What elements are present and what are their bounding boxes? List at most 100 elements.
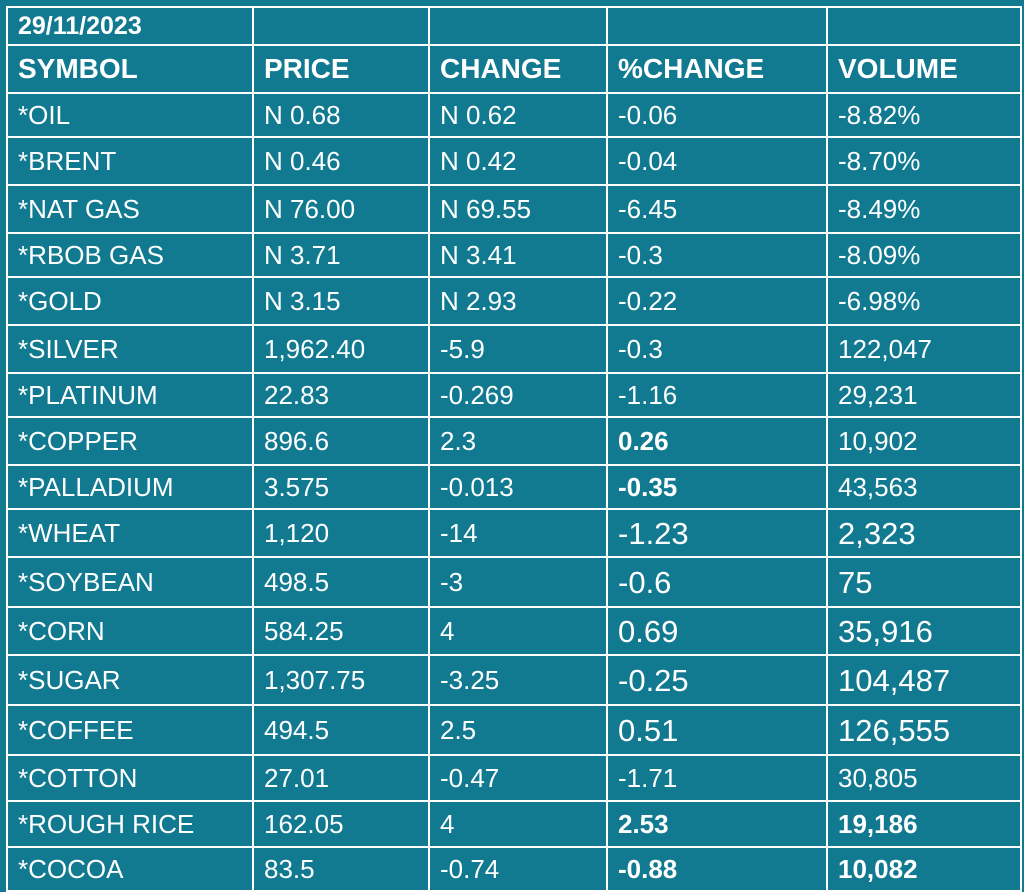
table-row: *SOYBEAN 498.5 -3 -0.6 75 xyxy=(6,556,1022,608)
volume-cell: 2,323 xyxy=(826,508,1022,558)
table-row: *GOLD N 3.15 N 2.93 -0.22 -6.98% xyxy=(6,276,1022,326)
symbol-cell: *PLATINUM xyxy=(6,372,254,418)
volume-cell: 30,805 xyxy=(826,754,1022,802)
table-row: *PLATINUM 22.83 -0.269 -1.16 29,231 xyxy=(6,372,1022,418)
price-cell: 83.5 xyxy=(252,846,430,892)
pct-change-cell: -1.71 xyxy=(606,754,828,802)
price-cell: 584.25 xyxy=(252,606,430,656)
symbol-cell: *SILVER xyxy=(6,324,254,374)
price-cell: 896.6 xyxy=(252,416,430,466)
volume-cell: 19,186 xyxy=(826,800,1022,848)
symbol-cell: *RBOB GAS xyxy=(6,232,254,278)
change-cell: -3.25 xyxy=(428,654,608,706)
symbol-cell: *COTTON xyxy=(6,754,254,802)
price-cell: N 0.68 xyxy=(252,92,430,138)
price-cell: 1,307.75 xyxy=(252,654,430,706)
change-cell: 2.3 xyxy=(428,416,608,466)
volume-cell: 35,916 xyxy=(826,606,1022,656)
symbol-cell: *COCOA xyxy=(6,846,254,892)
commodities-table: 29/11/2023 SYMBOL PRICE CHANGE %CHANGE V… xyxy=(6,6,1022,892)
volume-cell: 104,487 xyxy=(826,654,1022,706)
pct-change-cell: -1.23 xyxy=(606,508,828,558)
date-label: 29/11/2023 xyxy=(6,6,254,46)
price-cell: N 3.71 xyxy=(252,232,430,278)
pct-change-cell: 0.51 xyxy=(606,704,828,756)
date-row: 29/11/2023 xyxy=(6,6,1022,46)
change-cell: N 2.93 xyxy=(428,276,608,326)
pct-change-cell: -0.04 xyxy=(606,136,828,186)
pct-change-cell: 2.53 xyxy=(606,800,828,848)
change-cell: -0.013 xyxy=(428,464,608,510)
volume-cell: 10,082 xyxy=(826,846,1022,892)
volume-cell: 29,231 xyxy=(826,372,1022,418)
symbol-cell: *BRENT xyxy=(6,136,254,186)
column-header-symbol: SYMBOL xyxy=(6,44,254,94)
pct-change-cell: -0.25 xyxy=(606,654,828,706)
price-cell: 1,120 xyxy=(252,508,430,558)
table-row: *WHEAT 1,120 -14 -1.23 2,323 xyxy=(6,508,1022,558)
symbol-cell: *ROUGH RICE xyxy=(6,800,254,848)
volume-cell: -8.09% xyxy=(826,232,1022,278)
change-cell: -0.47 xyxy=(428,754,608,802)
volume-cell: -6.98% xyxy=(826,276,1022,326)
symbol-cell: *NAT GAS xyxy=(6,184,254,234)
pct-change-cell: 0.69 xyxy=(606,606,828,656)
price-cell: N 76.00 xyxy=(252,184,430,234)
table-row: *SILVER 1,962.40 -5.9 -0.3 122,047 xyxy=(6,324,1022,374)
table-row: *COPPER 896.6 2.3 0.26 10,902 xyxy=(6,416,1022,466)
symbol-cell: *OIL xyxy=(6,92,254,138)
volume-cell: -8.49% xyxy=(826,184,1022,234)
table-row: *CORN 584.25 4 0.69 35,916 xyxy=(6,606,1022,656)
table-row: *ROUGH RICE 162.05 4 2.53 19,186 xyxy=(6,800,1022,848)
change-cell: N 69.55 xyxy=(428,184,608,234)
volume-cell: -8.70% xyxy=(826,136,1022,186)
price-cell: 162.05 xyxy=(252,800,430,848)
change-cell: N 3.41 xyxy=(428,232,608,278)
change-cell: N 0.62 xyxy=(428,92,608,138)
empty-cell xyxy=(826,6,1022,46)
table-row: *RBOB GAS N 3.71 N 3.41 -0.3 -8.09% xyxy=(6,232,1022,278)
pct-change-cell: -0.06 xyxy=(606,92,828,138)
table-row: *BRENT N 0.46 N 0.42 -0.04 -8.70% xyxy=(6,136,1022,186)
change-cell: -0.74 xyxy=(428,846,608,892)
change-cell: 2.5 xyxy=(428,704,608,756)
price-cell: 3.575 xyxy=(252,464,430,510)
table-row: *COCOA 83.5 -0.74 -0.88 10,082 xyxy=(6,846,1022,892)
change-cell: 4 xyxy=(428,800,608,848)
change-cell: N 0.42 xyxy=(428,136,608,186)
symbol-cell: *COFFEE xyxy=(6,704,254,756)
volume-cell: 43,563 xyxy=(826,464,1022,510)
commodities-table-panel: 29/11/2023 SYMBOL PRICE CHANGE %CHANGE V… xyxy=(6,6,1022,892)
pct-change-cell: -1.16 xyxy=(606,372,828,418)
table-row: *SUGAR 1,307.75 -3.25 -0.25 104,487 xyxy=(6,654,1022,706)
price-cell: N 0.46 xyxy=(252,136,430,186)
volume-cell: 10,902 xyxy=(826,416,1022,466)
table-row: *COTTON 27.01 -0.47 -1.71 30,805 xyxy=(6,754,1022,802)
symbol-cell: *GOLD xyxy=(6,276,254,326)
volume-cell: 75 xyxy=(826,556,1022,608)
empty-cell xyxy=(428,6,608,46)
change-cell: 4 xyxy=(428,606,608,656)
change-cell: -3 xyxy=(428,556,608,608)
header-row: SYMBOL PRICE CHANGE %CHANGE VOLUME xyxy=(6,44,1022,94)
pct-change-cell: -0.35 xyxy=(606,464,828,510)
symbol-cell: *COPPER xyxy=(6,416,254,466)
volume-cell: 122,047 xyxy=(826,324,1022,374)
volume-cell: -8.82% xyxy=(826,92,1022,138)
empty-cell xyxy=(252,6,430,46)
pct-change-cell: -0.22 xyxy=(606,276,828,326)
pct-change-cell: -0.6 xyxy=(606,556,828,608)
pct-change-cell: -0.88 xyxy=(606,846,828,892)
volume-cell: 126,555 xyxy=(826,704,1022,756)
table-row: *COFFEE 494.5 2.5 0.51 126,555 xyxy=(6,704,1022,756)
price-cell: 1,962.40 xyxy=(252,324,430,374)
column-header-volume: VOLUME xyxy=(826,44,1022,94)
price-cell: 27.01 xyxy=(252,754,430,802)
pct-change-cell: -0.3 xyxy=(606,232,828,278)
table-row: *NAT GAS N 76.00 N 69.55 -6.45 -8.49% xyxy=(6,184,1022,234)
pct-change-cell: 0.26 xyxy=(606,416,828,466)
change-cell: -0.269 xyxy=(428,372,608,418)
price-cell: 498.5 xyxy=(252,556,430,608)
symbol-cell: *SUGAR xyxy=(6,654,254,706)
symbol-cell: *CORN xyxy=(6,606,254,656)
